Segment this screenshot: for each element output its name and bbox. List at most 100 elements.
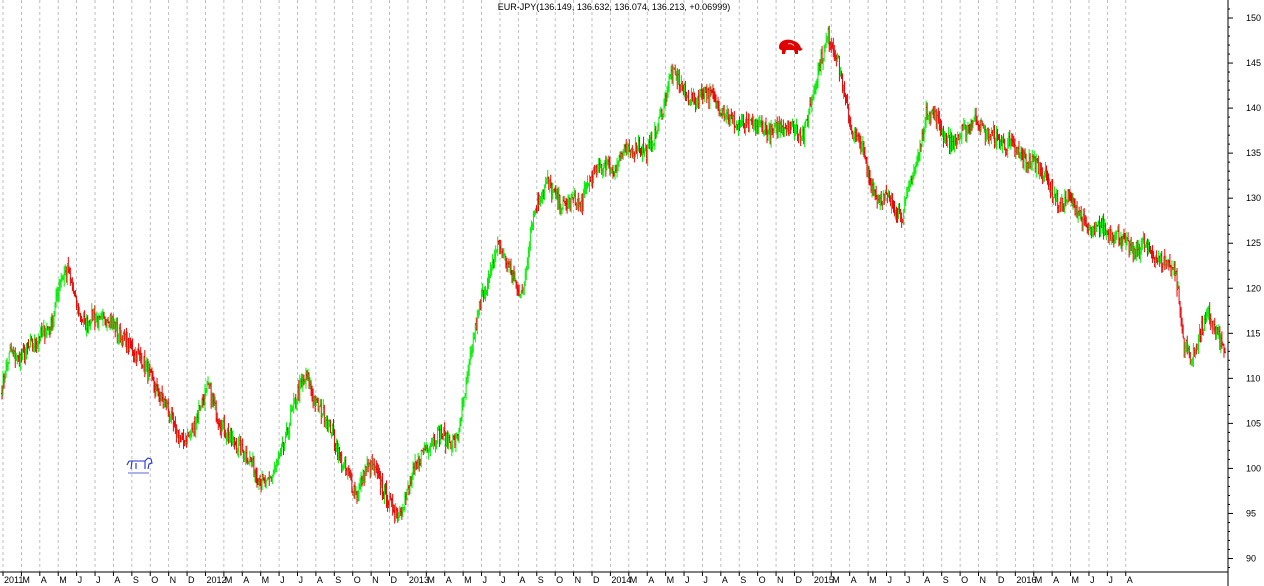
- ohlc-bar: [89, 318, 92, 331]
- time-axis-label: N: [372, 575, 379, 585]
- time-axis-label: J: [96, 575, 101, 585]
- time-axis-label: M: [427, 575, 435, 585]
- time-axis-label: A: [114, 575, 120, 585]
- time-axis-label: 2013: [409, 575, 429, 585]
- time-axis-label: 2012: [206, 575, 226, 585]
- time-axis-label: O: [759, 575, 766, 585]
- time-axis-label: J: [483, 575, 488, 585]
- time-axis-label: A: [851, 575, 857, 585]
- ohlc-bar: [207, 376, 210, 386]
- ohlc-bar: [1051, 178, 1054, 204]
- price-axis-label: 95: [1246, 508, 1256, 518]
- time-axis-label: O: [354, 575, 361, 585]
- time-axis-label: D: [391, 575, 398, 585]
- ohlc-bar: [514, 271, 517, 283]
- price-axis-label: 145: [1246, 58, 1261, 68]
- ohlc-bar: [1072, 193, 1074, 210]
- ohlc-bar: [405, 488, 408, 501]
- time-axis-label: M: [1035, 575, 1043, 585]
- time-axis-label: S: [335, 575, 341, 585]
- time-axis-label: M: [832, 575, 840, 585]
- time-axis-label: M: [869, 575, 877, 585]
- time-axis-label: J: [280, 575, 285, 585]
- time-axis-label: A: [1053, 575, 1059, 585]
- time-axis-label: J: [1108, 575, 1113, 585]
- ohlc-bar: [502, 248, 505, 257]
- time-axis-label: 2016: [1016, 575, 1036, 585]
- time-axis-label: M: [630, 575, 638, 585]
- time-axis-label: A: [722, 575, 728, 585]
- ohlc-bar: [946, 135, 949, 148]
- ohlc-bar: [503, 253, 506, 261]
- price-axis-label: 125: [1246, 238, 1261, 248]
- ohlc-bar: [923, 127, 926, 143]
- ohlc-bar: [167, 398, 170, 417]
- ohlc-bar: [183, 439, 186, 447]
- ohlc-bar: [494, 245, 497, 263]
- ohlc-bar: [43, 325, 46, 345]
- ohlc-bar: [1003, 138, 1006, 151]
- time-axis-label: M: [1072, 575, 1080, 585]
- ohlc-bar: [571, 191, 574, 200]
- price-axis-label: 110: [1246, 373, 1260, 383]
- price-axis-label: 135: [1246, 148, 1261, 158]
- time-axis-label: A: [41, 575, 47, 585]
- ohlc-bar: [1089, 224, 1092, 236]
- ohlc-bar: [314, 395, 317, 413]
- price-axis-label: 150: [1246, 13, 1261, 23]
- price-axis-labels: 90 95 100 105 110 115 120 125 130 135 140 145 150: [1228, 8, 1261, 568]
- ohlc-bar: [33, 334, 36, 353]
- time-axis-label: M: [262, 575, 270, 585]
- time-axis-label: A: [243, 575, 249, 585]
- ohlc-bar: [1220, 331, 1223, 349]
- ohlc-bar: [114, 321, 117, 338]
- ohlc-bar: [1176, 268, 1179, 297]
- chart-title: EUR-JPY(136.149, 136.632, 136.074, 136.2…: [498, 2, 730, 12]
- ohlc-bar: [575, 202, 578, 210]
- ohlc-bar: [280, 443, 283, 457]
- ohlc-bar: [972, 120, 975, 129]
- ohlc-bar: [692, 88, 695, 105]
- ohlc-bar: [283, 442, 286, 452]
- ohlc-bars: [1, 25, 1226, 524]
- price-axis-label: 115: [1246, 328, 1260, 338]
- ohlc-bar: [361, 475, 364, 487]
- time-axis-label: J: [298, 575, 303, 585]
- time-axis-label: M: [464, 575, 472, 585]
- ohlc-bar: [1164, 255, 1167, 270]
- ohlc-bar: [629, 149, 632, 159]
- ohlc-bar: [496, 236, 499, 257]
- time-axis-label: 2011: [4, 575, 23, 585]
- time-axis-label: M: [225, 575, 233, 585]
- ohlc-bar: [8, 352, 11, 364]
- ohlc-bar: [533, 210, 536, 218]
- time-axis-label: S: [740, 575, 746, 585]
- time-axis-label: A: [648, 575, 654, 585]
- ohlc-bar: [78, 306, 81, 317]
- time-axis-label: M: [22, 575, 30, 585]
- ohlc-bar: [199, 405, 202, 411]
- ohlc-bar: [926, 102, 929, 120]
- ohlc-bar: [265, 479, 268, 489]
- time-axis-label: J: [1090, 575, 1095, 585]
- price-axis-label: 100: [1246, 463, 1261, 473]
- time-axis-label: O: [151, 575, 158, 585]
- time-axis-label: D: [998, 575, 1005, 585]
- time-axis-label: D: [188, 575, 195, 585]
- time-axis-label: J: [501, 575, 506, 585]
- time-axis-label: A: [1127, 575, 1133, 585]
- ohlc-bar: [1174, 261, 1176, 282]
- price-axis-label: 130: [1246, 193, 1261, 203]
- ohlc-bar: [420, 449, 423, 468]
- time-axis-label: A: [317, 575, 323, 585]
- ohlc-bar: [796, 124, 799, 142]
- time-axis-label: N: [980, 575, 987, 585]
- ohlc-bar: [4, 370, 7, 383]
- time-axis-label: O: [961, 575, 968, 585]
- time-axis-label: D: [593, 575, 600, 585]
- time-axis-label: N: [777, 575, 784, 585]
- time-axis-label: M: [667, 575, 675, 585]
- time-axis-label: N: [170, 575, 177, 585]
